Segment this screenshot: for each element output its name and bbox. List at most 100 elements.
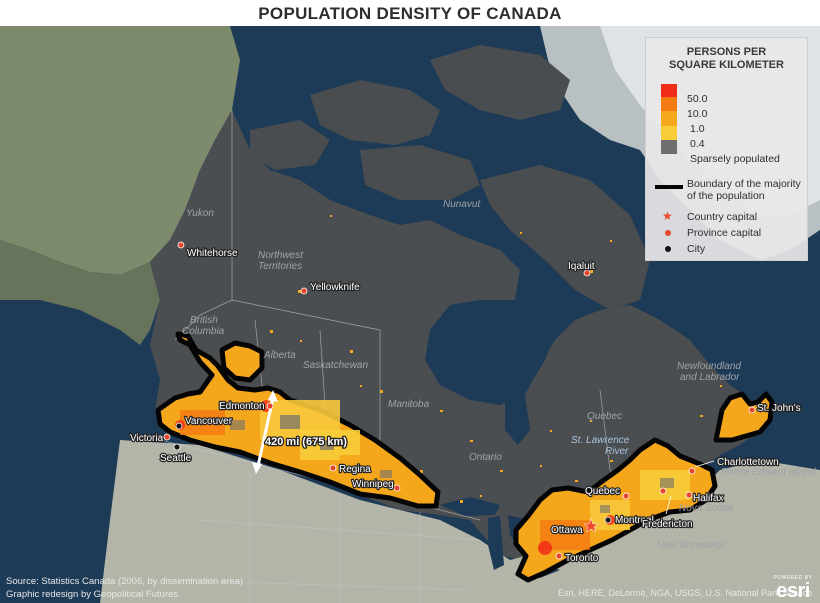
arctic-island-4: [250, 120, 330, 170]
marker-winnipeg[interactable]: [393, 484, 401, 492]
city-halifax: Halifax: [693, 493, 724, 504]
legend-class-10: 10.0: [687, 108, 708, 120]
city-montreal: Montreal: [615, 515, 654, 526]
marker-edmonton[interactable]: [266, 402, 274, 410]
city-whitehorse: Whitehorse: [187, 248, 238, 259]
city-edmonton: Edmonton: [219, 401, 265, 412]
marker-fredericton[interactable]: [659, 487, 667, 495]
marker-whitehorse[interactable]: [177, 241, 185, 249]
swatch-1: [661, 111, 677, 126]
source-line-1: Source: Statistics Canada (2006, by diss…: [6, 576, 244, 587]
marker-charlottetown[interactable]: [688, 467, 696, 475]
marker-ottawa[interactable]: [583, 518, 599, 533]
label-st-lawrence-2: River: [605, 446, 629, 457]
marker-regina[interactable]: [329, 464, 337, 472]
city-victoria: Victoria: [130, 433, 164, 444]
swatch-04: [661, 126, 677, 140]
label-newfoundland-2: and Labrador: [680, 372, 740, 383]
marker-iqaluit[interactable]: [583, 269, 591, 277]
alaska-land: [0, 26, 240, 275]
city-charlottetown: Charlottetown: [717, 457, 779, 468]
marker-quebec[interactable]: [622, 492, 630, 500]
arctic-island-3: [360, 145, 480, 200]
city-vancouver: Vancouver: [185, 416, 233, 427]
legend-class-50: 50.0: [687, 93, 708, 105]
map-title: POPULATION DENSITY OF CANADA: [258, 4, 562, 23]
boundary-line-sample: [655, 185, 683, 189]
legend-title-line2: SQUARE KILOMETER: [669, 59, 784, 71]
us-land: [100, 440, 820, 603]
marker-st-johns[interactable]: [748, 406, 756, 414]
arctic-island-1: [310, 80, 440, 145]
label-yukon: Yukon: [186, 208, 214, 219]
swatch-10: [661, 97, 677, 111]
legend-province-capital: Province capital: [687, 227, 762, 239]
distance-label: 420 mi (675 km): [265, 436, 347, 448]
lake-michigan: [488, 516, 504, 570]
marker-yellowknife[interactable]: [300, 287, 308, 295]
lake-superior: [440, 497, 500, 516]
city-quebec: Quebec: [585, 486, 620, 497]
label-bc-2: Columbia: [182, 326, 225, 337]
esri-powered-by: POWERED BY: [773, 575, 813, 581]
esri-logo: POWERED BY esri: [770, 575, 816, 601]
city-st-johns: St. John's: [757, 403, 801, 414]
attribution: Esri, HERE, DeLorme, NGA, USGS, U.S. Nat…: [558, 588, 813, 598]
city-fredericton: Fredericton: [642, 519, 693, 530]
label-st-lawrence-1: St. Lawrence: [571, 435, 630, 446]
marker-vancouver[interactable]: [175, 422, 183, 430]
city-ottawa: Ottawa: [551, 525, 583, 536]
label-newfoundland-1: Newfoundland: [677, 361, 741, 372]
legend-boundary-1: Boundary of the majority: [687, 178, 801, 190]
city-seattle: Seattle: [160, 453, 192, 464]
city-toronto: Toronto: [565, 553, 599, 564]
label-bc-1: British: [190, 315, 218, 326]
label-saskatchewan: Saskatchewan: [303, 360, 368, 371]
province-capital-dot-icon: [665, 230, 671, 236]
population-boundary-newfoundland: [713, 391, 775, 443]
james-bay: [505, 395, 530, 445]
legend-country-capital: Country capital: [687, 211, 758, 223]
marker-seattle[interactable]: [173, 443, 181, 451]
source-line-2: Graphic redesign by Geopolitical Futures: [6, 589, 179, 600]
title-bar: POPULATION DENSITY OF CANADA: [0, 0, 820, 26]
marker-toronto[interactable]: [555, 552, 563, 560]
legend-class-sparse: Sparsely populated: [690, 153, 780, 165]
label-nwt-2: Territories: [258, 261, 302, 272]
city-markers: [163, 241, 756, 560]
marker-halifax[interactable]: [685, 491, 693, 499]
legend-city: City: [687, 243, 706, 255]
city-regina: Regina: [339, 464, 371, 475]
city-iqaluit: Iqaluit: [568, 261, 595, 272]
star-icon: ★: [662, 209, 673, 223]
alaska-land-lower: [0, 240, 160, 345]
esri-wordmark: esri: [776, 580, 810, 602]
swatch-sparse: [661, 140, 677, 154]
baffin-island: [480, 165, 650, 310]
label-nova-scotia: Nova Scotia: [679, 503, 733, 514]
city-dot-icon: [665, 246, 671, 252]
legend-boundary-2: of the population: [687, 190, 765, 202]
arctic-island-2: [430, 45, 570, 120]
label-pei: Prince Edward Island: [721, 467, 816, 478]
label-quebec-province: Quebec: [587, 411, 622, 422]
label-manitoba: Manitoba: [388, 399, 430, 410]
label-new-brunswick: New Brunswick: [657, 540, 726, 551]
label-nwt-1: Northwest: [258, 250, 304, 261]
city-yellowknife: Yellowknife: [310, 282, 360, 293]
hudson-bay: [430, 300, 555, 398]
legend-class-04: 0.4: [690, 138, 705, 150]
legend-title-line1: PERSONS PER: [686, 46, 767, 58]
swatch-50: [661, 84, 677, 97]
legend-panel: PERSONS PER SQUARE KILOMETER 50.0 10.0 1…: [645, 37, 808, 261]
label-alberta: Alberta: [263, 350, 296, 361]
city-winnipeg: Winnipeg: [352, 479, 394, 490]
marker-montreal[interactable]: [604, 516, 612, 524]
population-boundary-peace: [219, 340, 265, 383]
marker-victoria[interactable]: [163, 433, 171, 441]
legend-title: PERSONS PER SQUARE KILOMETER: [646, 46, 807, 72]
label-ontario: Ontario: [469, 452, 502, 463]
label-nunavut: Nunavut: [443, 199, 481, 210]
legend-class-1: 1.0: [690, 123, 705, 135]
